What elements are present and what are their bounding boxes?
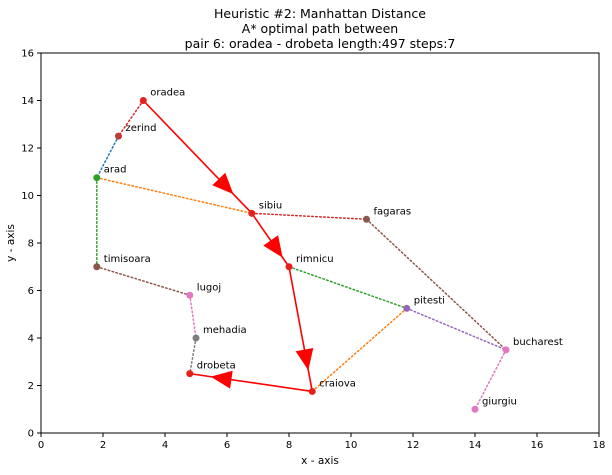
node-label-sibiu: sibiu	[259, 200, 282, 211]
x-tick-label: 0	[38, 440, 44, 451]
edge-rimnicu-pitesti	[288, 266, 408, 310]
plot-area-frame	[40, 52, 600, 434]
node-rimnicu	[285, 263, 293, 271]
node-giurgiu	[471, 405, 479, 413]
y-tick-label: 6	[28, 286, 34, 297]
x-tick-label: 6	[224, 440, 230, 451]
path-arrowhead-oradea-sibiu	[212, 172, 234, 195]
edge-pitesti-bucharest	[406, 307, 507, 351]
edge-mehadia-drobeta	[189, 337, 197, 375]
chart-title-line-2: A* optimal path between	[242, 21, 398, 36]
node-label-fagaras: fagaras	[374, 206, 412, 217]
x-tick-label: 4	[162, 440, 168, 451]
x-axis-ticks: 0 2 4 6 8 10 12 14 16 18	[38, 433, 606, 451]
x-tick-label: 18	[593, 440, 606, 451]
node-oradea	[139, 97, 147, 104]
node-label-pitesti: pitesti	[414, 295, 445, 306]
path-segment-rimnicu-craiova	[288, 266, 314, 392]
edge-lugoj-mehadia	[189, 294, 197, 339]
edge-layer	[96, 99, 507, 410]
node-fagaras	[363, 215, 370, 223]
node-label-timisoara: timisoara	[104, 254, 151, 265]
x-tick-label: 14	[469, 440, 482, 451]
edge-bucharest-giurgiu	[474, 349, 507, 410]
edge-fagaras-bucharest	[365, 218, 507, 351]
path-arrowhead-rimnicu-craiova	[295, 347, 314, 371]
node-label-craiova: craiova	[319, 378, 356, 389]
node-mehadia	[192, 334, 200, 342]
node-label-rimnicu: rimnicu	[296, 254, 334, 265]
node-label-giurgiu: giurgiu	[482, 396, 517, 407]
y-tick-label: 8	[28, 239, 34, 250]
path-layer	[142, 99, 314, 393]
y-tick-label: 0	[28, 429, 34, 440]
node-label-arad: arad	[104, 165, 127, 176]
node-label-mehadia: mehadia	[203, 325, 247, 336]
node-label-drobeta: drobeta	[197, 361, 236, 372]
node-label-oradea: oradea	[150, 88, 185, 99]
x-tick-label: 16	[531, 440, 544, 451]
node-lugoj	[186, 291, 194, 299]
y-tick-label: 2	[28, 381, 34, 392]
edge-arad-sibiu	[96, 176, 253, 215]
y-tick-label: 4	[28, 334, 34, 345]
node-timisoara	[93, 263, 101, 271]
y-axis-ticks: 0 2 4 6 8 10 12 14 16	[21, 49, 41, 440]
x-tick-label: 8	[286, 440, 292, 451]
edge-sibiu-fagaras	[251, 212, 368, 220]
edge-oradea-zerind	[117, 99, 145, 137]
node-sibiu	[248, 209, 256, 217]
y-tick-label: 14	[21, 96, 34, 107]
chart-title-line-3: pair 6: oradea - drobeta length:497 step…	[185, 36, 456, 51]
path-segment-sibiu-rimnicu	[251, 212, 290, 268]
edge-timisoara-lugoj	[96, 266, 191, 296]
x-tick-label: 10	[345, 440, 358, 451]
x-tick-label: 12	[407, 440, 420, 451]
edge-pitesti-craiova	[311, 307, 408, 393]
node-arad	[93, 174, 101, 182]
path-arrowhead-craiova-drobeta	[210, 370, 233, 389]
x-tick-label: 2	[100, 440, 106, 451]
node-label-lugoj: lugoj	[197, 282, 221, 293]
node-label-zerind: zerind	[126, 123, 157, 134]
y-axis-label: y - axis	[5, 224, 17, 262]
node-zerind	[115, 132, 122, 140]
chart-title-line-1: Heuristic #2: Manhattan Distance	[214, 6, 426, 21]
path-arrowhead-sibiu-rimnicu	[263, 235, 283, 258]
node-bucharest	[502, 346, 510, 354]
y-tick-label: 16	[21, 49, 34, 60]
node-label-bucharest: bucharest	[513, 337, 563, 348]
y-tick-label: 10	[21, 191, 34, 202]
path-segment-craiova-drobeta	[189, 372, 313, 393]
edge-zerind-arad	[96, 135, 120, 179]
path-segment-oradea-sibiu	[142, 99, 253, 214]
node-craiova	[308, 387, 316, 395]
node-pitesti	[403, 304, 411, 312]
y-tick-label: 12	[21, 144, 34, 155]
x-axis-label: x - axis	[301, 455, 339, 467]
node-drobeta	[186, 370, 194, 378]
node-layer: oradea zerind arad sibiu fagaras timisoara rim…	[93, 88, 563, 413]
